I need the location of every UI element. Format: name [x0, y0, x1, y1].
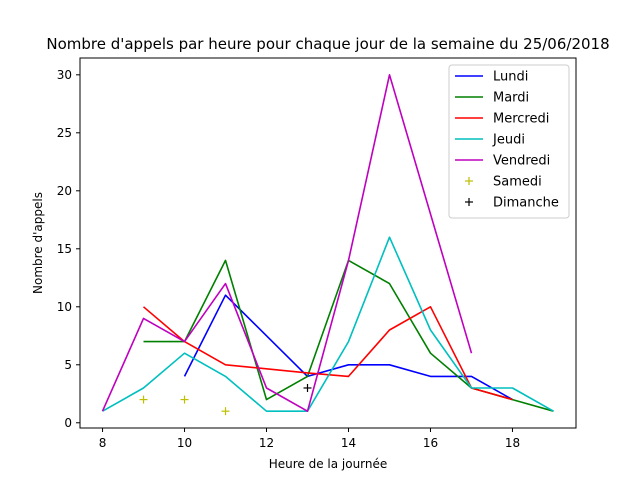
plot-series: [101, 74, 554, 416]
series-5-point: [139, 395, 148, 404]
y-tick-label: 10: [57, 300, 72, 314]
legend-entry-label: Vendredi: [493, 154, 550, 169]
legend: Lundi Mardi Mercredi Jeudi Vendredi Samedi Dim…: [448, 64, 570, 219]
x-tick-label: 12: [259, 436, 274, 450]
chart-title: Nombre d'appels par heure pour chaque jo…: [46, 35, 609, 53]
series-2-line: [142, 305, 513, 401]
x-tick-label: 16: [423, 436, 438, 450]
legend-swatch: [465, 177, 473, 185]
legend-entry-label: Jeudi: [492, 133, 525, 148]
y-tick-label: 25: [57, 126, 72, 140]
x-tick-label: 10: [177, 436, 192, 450]
x-tick-label: 8: [99, 436, 107, 450]
y-tick-label: 15: [57, 242, 72, 256]
x-tick-label: 18: [505, 436, 520, 450]
legend-frame: [448, 64, 570, 219]
legend-entry-label: Mercredi: [493, 112, 549, 127]
y-tick-label: 5: [64, 358, 72, 372]
x-axis-label: Heure de la journée: [269, 457, 388, 471]
series-5-point: [180, 395, 189, 404]
y-tick-label: 20: [57, 184, 72, 198]
legend-entry-label: Samedi: [493, 175, 542, 190]
legend-entry-label: Lundi: [493, 70, 528, 85]
series-4-line: [101, 74, 473, 413]
y-tick-label: 30: [57, 68, 72, 82]
x-axis: 8 10 12 14 16 18: [99, 428, 520, 450]
legend-swatch: [465, 198, 473, 206]
series-5-point: [221, 407, 230, 416]
series-3-line: [102, 236, 554, 413]
y-axis-label: Nombre d'appels: [31, 192, 45, 294]
legend-entry-label: Dimanche: [493, 196, 559, 211]
series-6-point: [303, 383, 312, 392]
plot-frame: [79, 57, 577, 429]
y-tick-label: 0: [64, 416, 72, 430]
y-axis: 0 5 10 15 20 25 30: [57, 68, 80, 430]
x-tick-label: 14: [341, 436, 356, 450]
legend-entry-label: Mardi: [493, 91, 529, 106]
